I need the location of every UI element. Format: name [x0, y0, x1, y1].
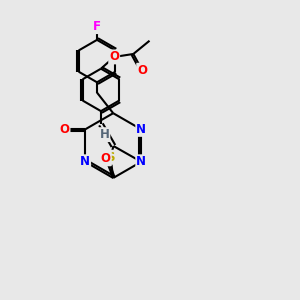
Text: F: F	[93, 20, 101, 33]
Text: H: H	[100, 128, 110, 141]
Text: O: O	[59, 123, 70, 136]
Text: N: N	[136, 155, 146, 168]
Text: O: O	[109, 50, 119, 63]
Text: N: N	[136, 123, 146, 136]
Text: N: N	[80, 155, 90, 168]
Text: S: S	[106, 151, 115, 164]
Text: O: O	[137, 64, 147, 77]
Text: O: O	[101, 152, 111, 165]
